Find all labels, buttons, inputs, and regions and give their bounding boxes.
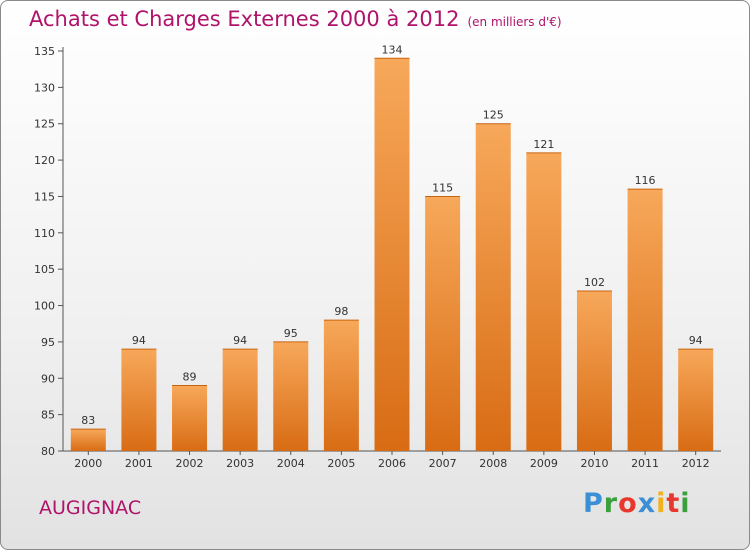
bar [475,123,511,452]
bar [425,196,461,451]
logo-letter: i [656,488,667,519]
proxiti-logo: Proxiti [583,488,691,519]
x-tick-label: 2009 [530,457,558,470]
bar [273,341,309,451]
x-tick-label: 2001 [125,457,153,470]
y-tick-label: 85 [41,409,55,422]
data-label: 125 [483,109,504,122]
x-tick-label: 2010 [580,457,608,470]
x-tick-label: 2006 [378,457,406,470]
x-tick-label: 2007 [429,457,457,470]
x-tick-label: 2012 [682,457,710,470]
y-tick-label: 115 [34,190,55,203]
logo-letter: o [618,488,638,519]
data-label: 95 [284,327,298,340]
bar [374,58,410,451]
logo-letter: i [680,488,691,519]
bar [70,429,106,451]
chart-subtitle: (en milliers d'€) [467,15,562,29]
y-tick-label: 80 [41,445,55,458]
data-label: 98 [334,305,348,318]
y-tick-label: 110 [34,227,55,240]
data-label: 83 [81,414,95,427]
y-tick-label: 90 [41,372,55,385]
logo-letter: x [637,488,657,519]
x-tick-label: 2003 [226,457,254,470]
y-tick-label: 120 [34,154,55,167]
chart-title-text: Achats et Charges Externes 2000 à 2012 [29,7,460,31]
y-tick-label: 130 [34,81,55,94]
logo-letter: t [666,488,681,519]
logo-letter: P [583,488,604,519]
data-label: 116 [635,174,656,187]
bar [323,320,359,451]
data-label: 115 [432,181,453,194]
x-tick-label: 2005 [327,457,355,470]
data-label: 89 [183,371,197,384]
y-tick-label: 125 [34,118,55,131]
bar [172,385,208,451]
bar [526,152,562,451]
x-tick-label: 2002 [176,457,204,470]
data-label: 94 [233,334,247,347]
chart-title: Achats et Charges Externes 2000 à 2012 (e… [29,7,562,31]
y-tick-label: 105 [34,263,55,276]
logo-letter: r [603,488,619,519]
y-tick-label: 135 [34,45,55,58]
place-name: AUGIGNAC [39,497,142,519]
bar [222,349,258,451]
x-tick-label: 2000 [74,457,102,470]
data-label: 102 [584,276,605,289]
bar [627,189,663,451]
data-label: 134 [382,43,403,56]
y-tick-label: 100 [34,300,55,313]
bar [576,291,612,451]
data-label: 121 [533,138,554,151]
bar [121,349,157,451]
bar [678,349,714,451]
data-label: 94 [689,334,703,347]
x-tick-label: 2004 [277,457,305,470]
x-tick-label: 2011 [631,457,659,470]
data-label: 94 [132,334,146,347]
x-tick-label: 2008 [479,457,507,470]
y-tick-label: 95 [41,336,55,349]
